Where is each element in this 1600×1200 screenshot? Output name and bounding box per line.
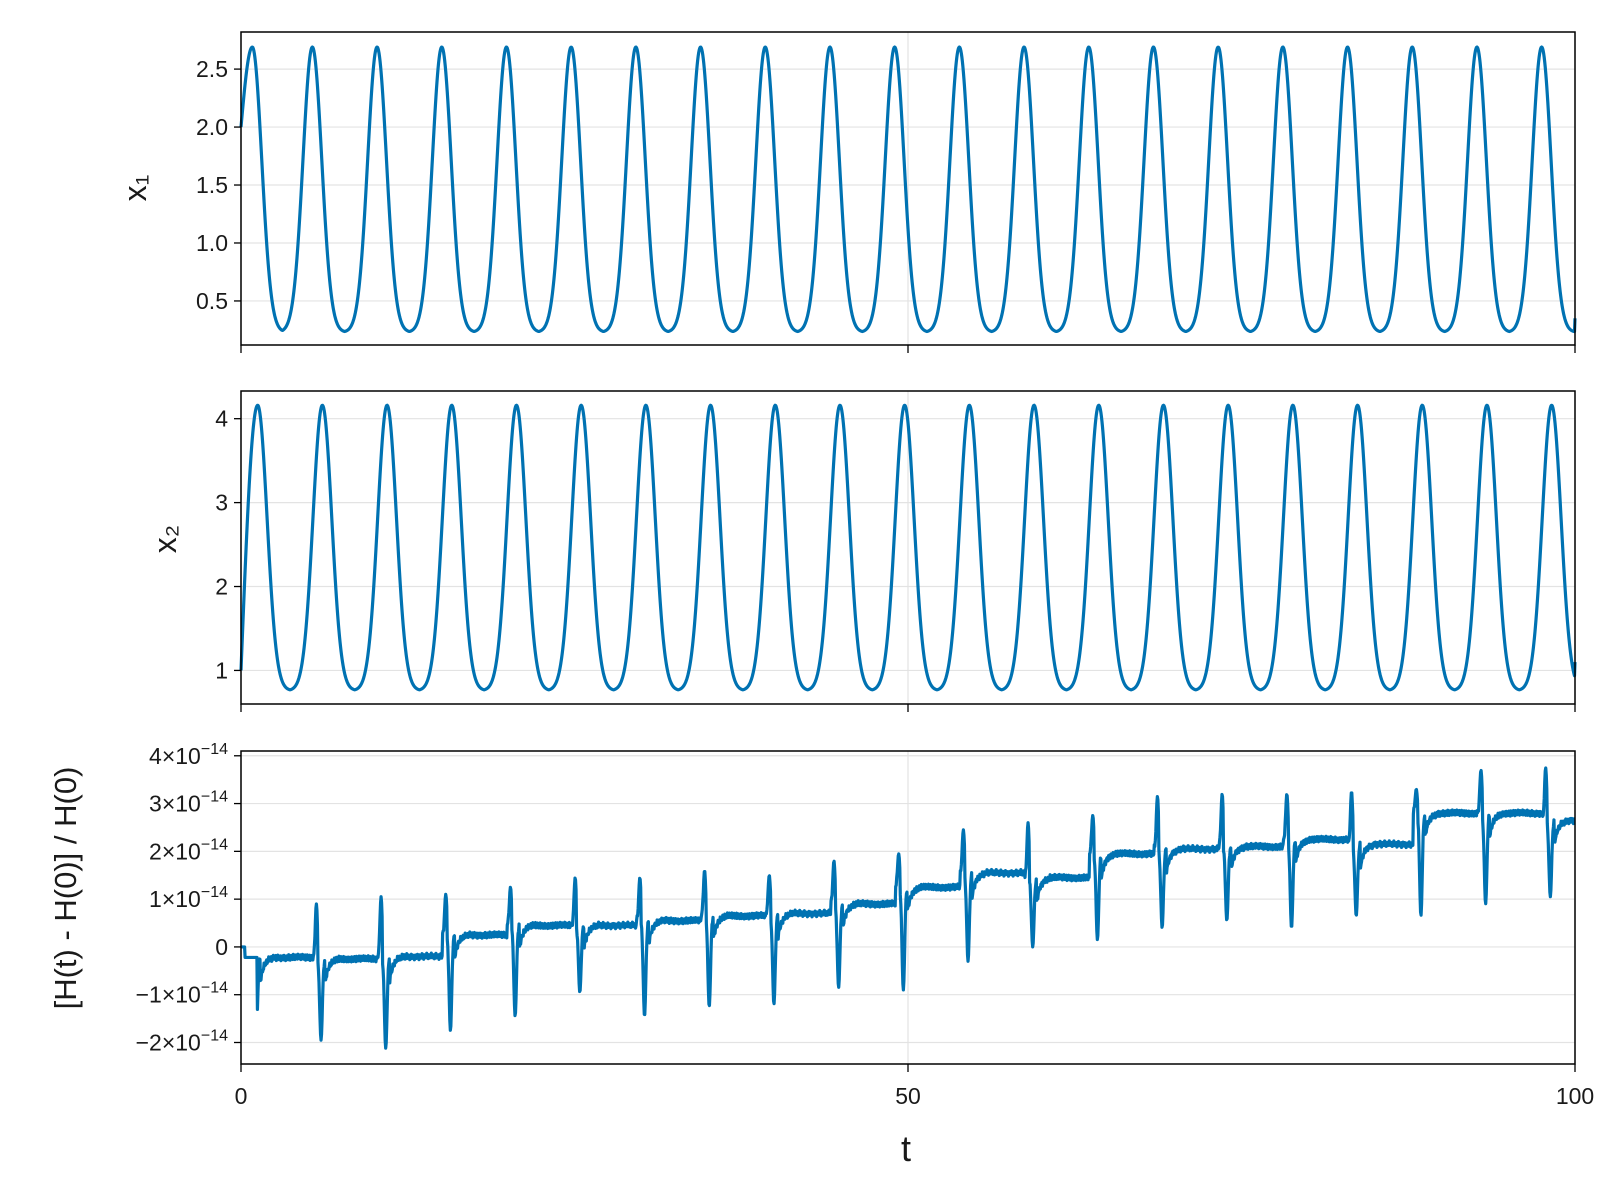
series-line xyxy=(239,403,1577,692)
t-axis-label: t xyxy=(901,1128,911,1169)
y-tick-label: −1×10−14 xyxy=(136,980,228,1008)
x-tick-label: 100 xyxy=(1556,1083,1594,1109)
x2-axis-label: x₂ xyxy=(147,525,183,553)
y-tick-label: 1.5 xyxy=(196,172,228,198)
x1-panel: 0.5 1.0 1.5 2.0 2.5 xyxy=(196,31,1577,353)
series-line xyxy=(239,45,1577,334)
y-tick-label: 2 xyxy=(215,574,228,600)
x-tick-label: 0 xyxy=(235,1083,248,1109)
y-tick-label: 4×10−14 xyxy=(149,741,228,769)
y-tick-label: 0.5 xyxy=(196,288,228,314)
y-tick-label: 2.0 xyxy=(196,114,228,140)
series-line xyxy=(239,766,1577,1050)
y-tick-label: 4 xyxy=(215,406,228,432)
y-tick-label: 3 xyxy=(215,490,228,516)
energy-error-panel: −2×10−14 −1×10−14 0 1×10−14 2×10−14 3×10−14 4×… xyxy=(136,741,1595,1109)
y-tick-label: 1 xyxy=(215,657,228,683)
energy-error-axis-label: [H(t) - H(0)] / H(0) xyxy=(48,767,83,1010)
y-tick-label: 1×10−14 xyxy=(149,884,228,912)
y-tick-label: 1.0 xyxy=(196,230,228,256)
y-tick-label: 2×10−14 xyxy=(149,836,228,864)
x1-axis-label: x₁ xyxy=(117,175,153,202)
y-tick-label: 0 xyxy=(215,934,228,960)
x-tick-label: 50 xyxy=(895,1083,921,1109)
x2-panel: 1 2 3 4 xyxy=(215,390,1577,712)
y-tick-label: 3×10−14 xyxy=(149,789,228,817)
y-tick-label: −2×10−14 xyxy=(136,1027,228,1055)
y-tick-label: 2.5 xyxy=(196,56,228,82)
